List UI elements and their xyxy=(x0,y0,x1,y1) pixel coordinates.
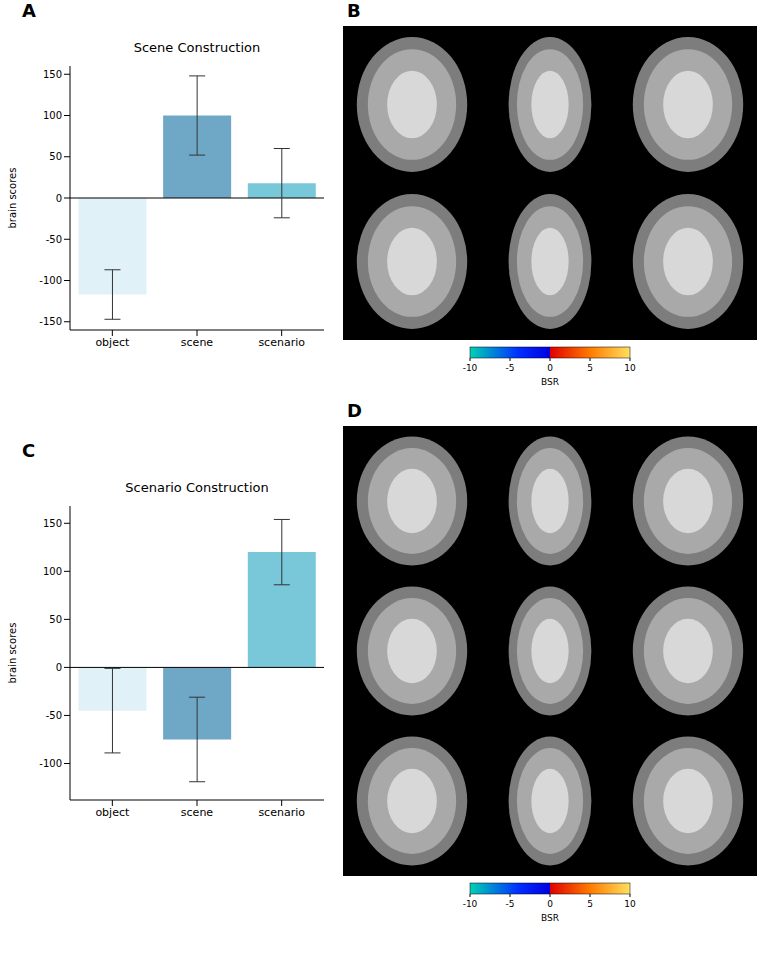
svg-text:5: 5 xyxy=(587,363,593,373)
svg-text:BSR: BSR xyxy=(541,913,559,923)
svg-text:150: 150 xyxy=(43,69,62,80)
svg-text:BSR: BSR xyxy=(541,377,559,387)
svg-text:10: 10 xyxy=(624,899,636,909)
svg-text:-100: -100 xyxy=(39,275,62,286)
svg-text:0: 0 xyxy=(547,899,553,909)
svg-text:-100: -100 xyxy=(39,758,62,769)
svg-text:-50: -50 xyxy=(46,234,62,245)
svg-text:100: 100 xyxy=(43,566,62,577)
svg-text:50: 50 xyxy=(49,151,62,162)
html-text:A: A xyxy=(22,0,36,21)
svg-text:object: object xyxy=(95,806,130,819)
svg-text:scenario: scenario xyxy=(258,806,305,819)
svg-text:-150: -150 xyxy=(39,316,62,327)
svg-text:50: 50 xyxy=(49,614,62,625)
html-text:Scene Construction: Scene Construction xyxy=(133,40,261,55)
svg-text:0: 0 xyxy=(56,662,62,673)
svg-text:brain scores: brain scores xyxy=(7,168,18,229)
svg-text:-10: -10 xyxy=(463,899,478,909)
svg-text:100: 100 xyxy=(43,110,62,121)
svg-text:scene: scene xyxy=(181,336,214,349)
svg-text:10: 10 xyxy=(624,363,636,373)
svg-text:150: 150 xyxy=(43,518,62,529)
svg-text:-10: -10 xyxy=(463,363,478,373)
html-text:B: B xyxy=(347,0,361,21)
html-text:Scenario Construction: Scenario Construction xyxy=(125,480,269,495)
html-text:D: D xyxy=(347,400,362,421)
svg-text:0: 0 xyxy=(56,193,62,204)
svg-text:0: 0 xyxy=(547,363,553,373)
svg-text:5: 5 xyxy=(587,899,593,909)
svg-text:-5: -5 xyxy=(506,899,515,909)
svg-text:object: object xyxy=(95,336,130,349)
svg-text:scene: scene xyxy=(181,806,214,819)
svg-text:-5: -5 xyxy=(506,363,515,373)
svg-text:scenario: scenario xyxy=(258,336,305,349)
svg-text:-50: -50 xyxy=(46,710,62,721)
html-text:C: C xyxy=(22,440,36,461)
svg-text:brain scores: brain scores xyxy=(7,623,18,684)
